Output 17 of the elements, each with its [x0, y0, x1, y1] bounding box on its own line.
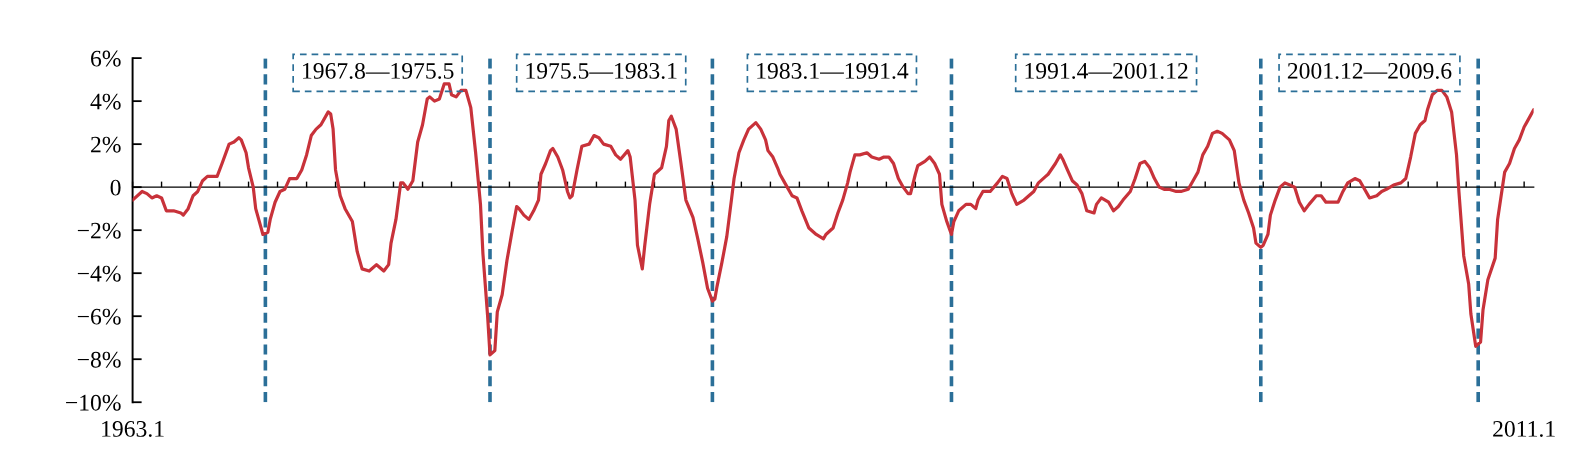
annotation: 2001.12—2009.6 — [1287, 62, 1452, 79]
annotation: 1983.1—1991.4 — [757, 62, 909, 79]
y-tick-label: −8% — [77, 351, 121, 368]
y-tick-label: −10% — [66, 394, 121, 411]
y-tick-label: 4% — [90, 93, 121, 110]
y-tick-label: −6% — [77, 308, 121, 325]
y-tick-label: 6% — [91, 50, 121, 67]
line-series — [132, 82, 1534, 357]
annotation: 1967.8—1975.5 — [303, 62, 454, 79]
y-tick-label: 2% — [91, 136, 121, 153]
x-tick-label: 2011.1 — [1493, 420, 1555, 437]
annotation: 1991.4—2001.12 — [1025, 62, 1188, 79]
x-tick-label: 1963.1 — [102, 420, 164, 437]
annotation: 1975.5—1983.1 — [526, 62, 677, 79]
y-tick-label: −2% — [77, 222, 121, 239]
y-tick-label: −4% — [77, 265, 121, 282]
y-tick-label: 0 — [110, 179, 121, 196]
